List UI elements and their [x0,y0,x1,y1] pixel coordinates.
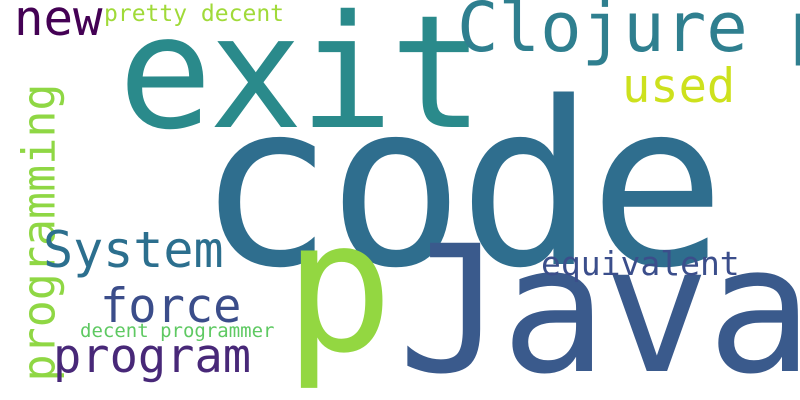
word-equivalent: equivalent [541,244,740,283]
word-pretty-decent: pretty decent [104,1,285,27]
word-new: new [14,0,103,47]
word-exit: exit [118,0,484,165]
word-system: System [43,221,224,279]
word-java: Java [398,208,800,400]
word-decent-programmer: decent programmer [80,320,275,342]
word-clojure-p: Clojure p [457,0,800,68]
word-used: used [622,59,736,114]
word-program: program [53,329,252,384]
word-p: p [284,181,394,393]
word-code: code [197,53,726,318]
word-force: force [100,279,242,334]
